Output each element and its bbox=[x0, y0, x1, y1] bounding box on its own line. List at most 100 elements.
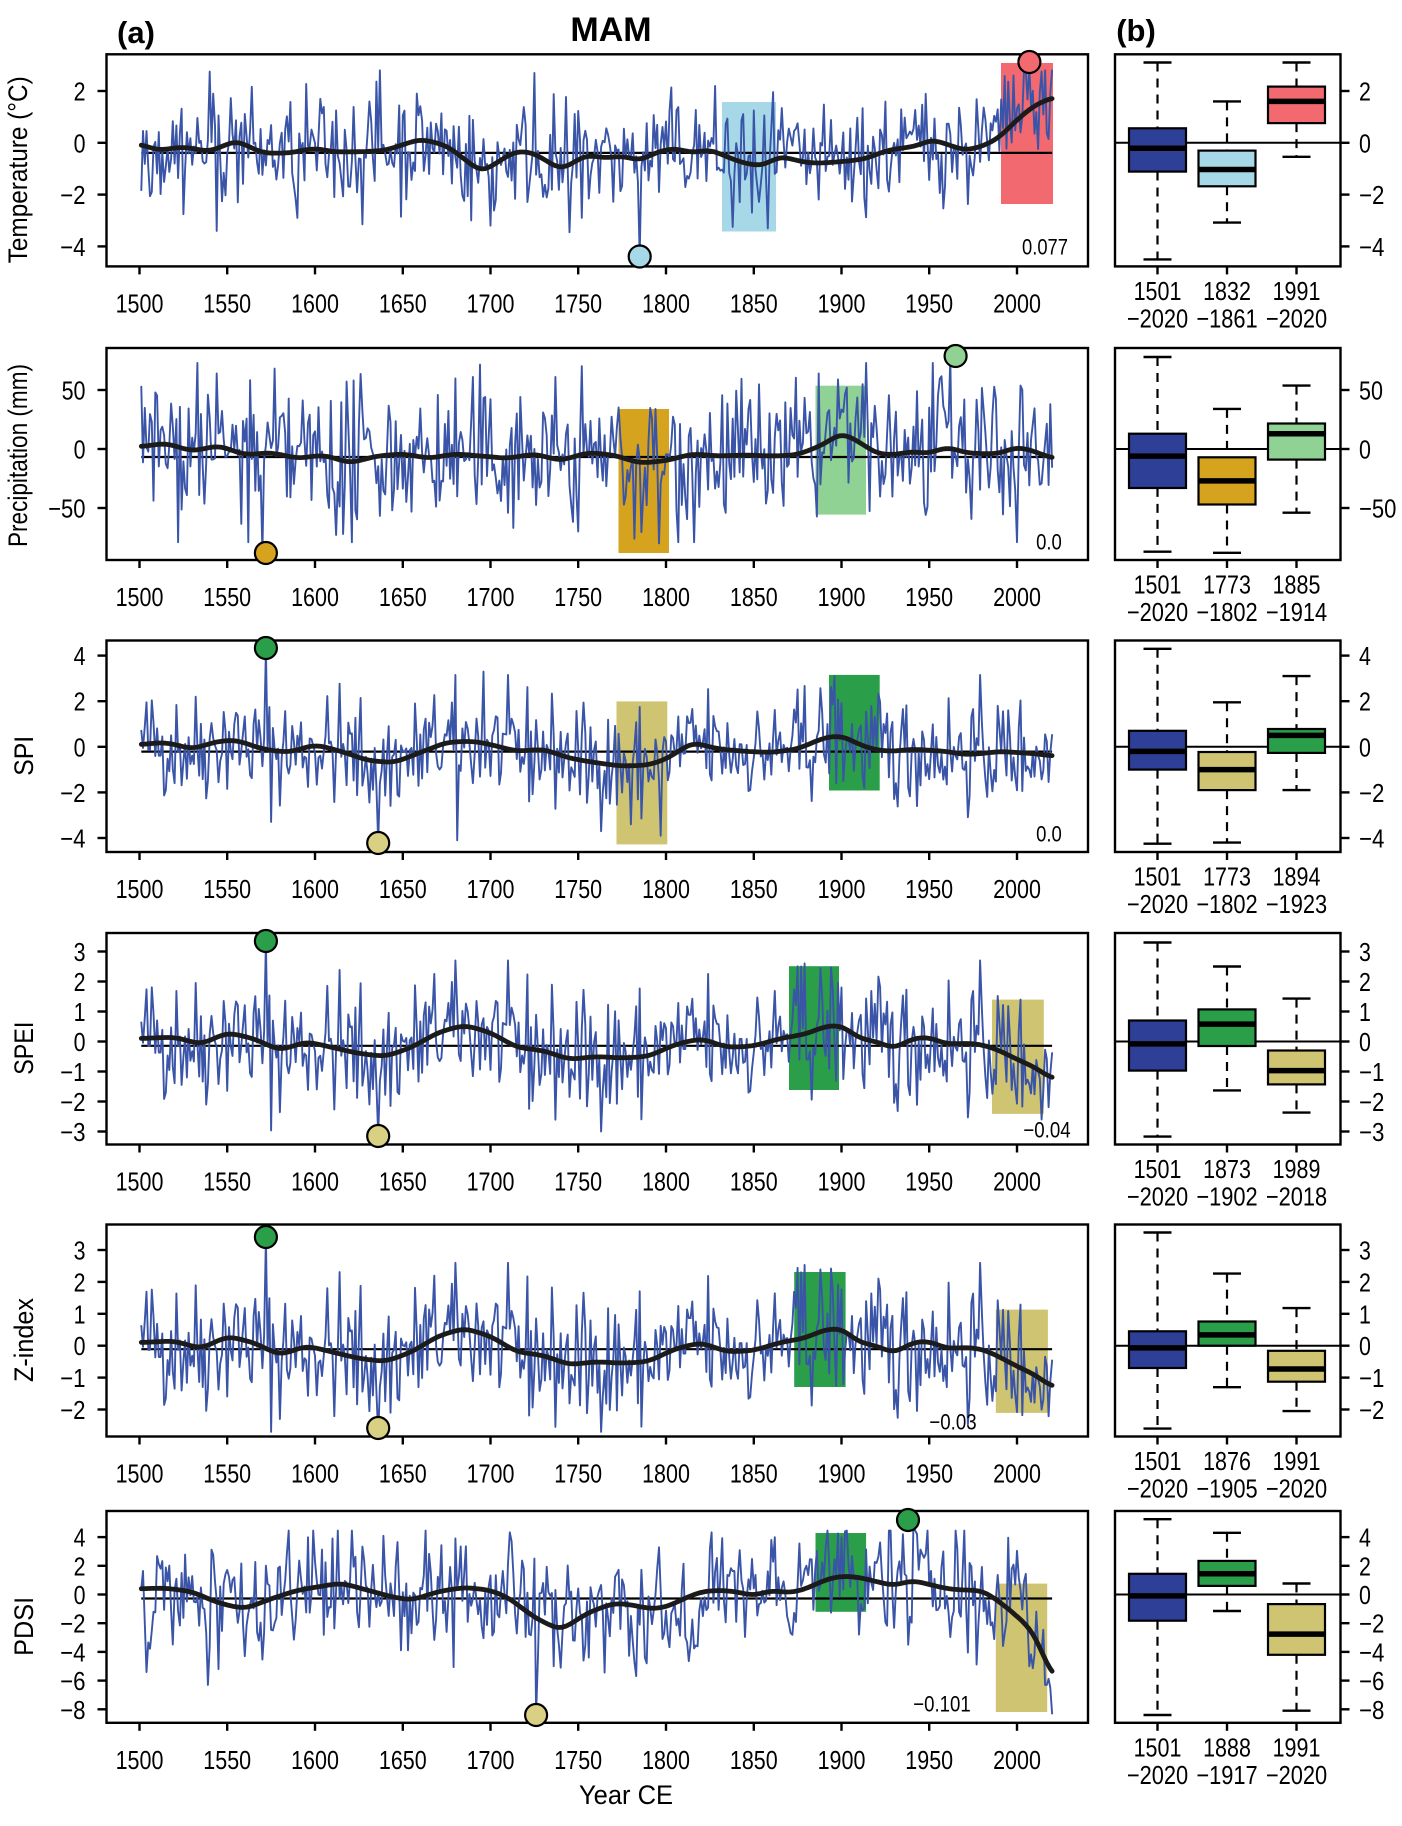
svg-text:Precipitation (mm): Precipitation (mm) bbox=[3, 364, 33, 547]
svg-text:−2020: −2020 bbox=[1127, 303, 1188, 333]
svg-text:3: 3 bbox=[1359, 937, 1371, 967]
svg-text:1894: 1894 bbox=[1273, 862, 1321, 892]
svg-text:1750: 1750 bbox=[554, 874, 602, 904]
svg-text:1950: 1950 bbox=[905, 1167, 953, 1197]
svg-text:0: 0 bbox=[1359, 1580, 1371, 1610]
svg-text:0: 0 bbox=[74, 128, 86, 158]
svg-text:0.077: 0.077 bbox=[1022, 235, 1068, 260]
svg-text:−3: −3 bbox=[60, 1117, 85, 1147]
svg-text:1750: 1750 bbox=[554, 582, 602, 612]
svg-text:4: 4 bbox=[1359, 1523, 1371, 1553]
svg-text:3: 3 bbox=[74, 937, 86, 967]
svg-text:−1: −1 bbox=[1359, 1363, 1384, 1393]
svg-text:1700: 1700 bbox=[467, 1745, 515, 1775]
svg-text:−4: −4 bbox=[60, 232, 85, 262]
svg-text:−3: −3 bbox=[1359, 1117, 1384, 1147]
svg-text:1550: 1550 bbox=[203, 1745, 251, 1775]
svg-text:−50: −50 bbox=[48, 494, 85, 524]
svg-text:−1923: −1923 bbox=[1266, 889, 1327, 919]
svg-text:−4: −4 bbox=[1359, 232, 1384, 262]
svg-text:1: 1 bbox=[1359, 997, 1371, 1027]
svg-text:−1: −1 bbox=[60, 1057, 85, 1087]
svg-text:1550: 1550 bbox=[203, 288, 251, 318]
svg-text:4: 4 bbox=[74, 1523, 86, 1553]
svg-text:1600: 1600 bbox=[291, 582, 339, 612]
svg-text:Year CE: Year CE bbox=[579, 1780, 673, 1810]
svg-text:−6: −6 bbox=[60, 1666, 85, 1696]
svg-text:1700: 1700 bbox=[467, 1459, 515, 1489]
svg-text:1991: 1991 bbox=[1273, 276, 1321, 306]
svg-text:1950: 1950 bbox=[905, 1459, 953, 1489]
svg-text:(a): (a) bbox=[117, 15, 155, 50]
svg-text:2000: 2000 bbox=[993, 1459, 1041, 1489]
svg-text:1550: 1550 bbox=[203, 1459, 251, 1489]
svg-text:PDSI: PDSI bbox=[9, 1597, 39, 1656]
svg-text:1900: 1900 bbox=[818, 582, 866, 612]
svg-text:50: 50 bbox=[62, 376, 86, 406]
svg-text:−8: −8 bbox=[1359, 1695, 1384, 1725]
svg-text:1832: 1832 bbox=[1203, 276, 1251, 306]
svg-text:50: 50 bbox=[1359, 376, 1383, 406]
svg-text:−1802: −1802 bbox=[1196, 597, 1257, 627]
svg-text:2: 2 bbox=[1359, 967, 1371, 997]
svg-text:1900: 1900 bbox=[818, 1167, 866, 1197]
svg-text:−2: −2 bbox=[60, 1395, 85, 1425]
svg-text:1888: 1888 bbox=[1203, 1732, 1251, 1762]
svg-text:−2020: −2020 bbox=[1127, 1760, 1188, 1790]
svg-text:1850: 1850 bbox=[730, 1167, 778, 1197]
svg-text:0: 0 bbox=[1359, 1331, 1371, 1361]
svg-text:0: 0 bbox=[74, 732, 86, 762]
svg-text:2: 2 bbox=[74, 1551, 86, 1581]
svg-text:−1914: −1914 bbox=[1266, 597, 1327, 627]
svg-text:−2: −2 bbox=[60, 1087, 85, 1117]
svg-text:−4: −4 bbox=[1359, 1637, 1384, 1667]
svg-text:0: 0 bbox=[74, 1331, 86, 1361]
svg-text:1989: 1989 bbox=[1273, 1154, 1321, 1184]
svg-text:1: 1 bbox=[74, 1299, 86, 1329]
svg-text:SPEI: SPEI bbox=[9, 1022, 39, 1075]
svg-text:1600: 1600 bbox=[291, 1745, 339, 1775]
svg-text:1885: 1885 bbox=[1273, 570, 1321, 600]
svg-text:1850: 1850 bbox=[730, 288, 778, 318]
svg-text:1873: 1873 bbox=[1203, 1154, 1251, 1184]
svg-text:−1: −1 bbox=[60, 1363, 85, 1393]
svg-text:SPI: SPI bbox=[9, 736, 39, 776]
svg-text:−2020: −2020 bbox=[1127, 1474, 1188, 1504]
svg-text:0: 0 bbox=[74, 435, 86, 465]
svg-text:2000: 2000 bbox=[993, 582, 1041, 612]
svg-text:1900: 1900 bbox=[818, 874, 866, 904]
svg-text:2: 2 bbox=[1359, 1267, 1371, 1297]
svg-text:2000: 2000 bbox=[993, 874, 1041, 904]
svg-text:−6: −6 bbox=[1359, 1666, 1384, 1696]
svg-text:1501: 1501 bbox=[1134, 276, 1182, 306]
svg-text:1501: 1501 bbox=[1134, 1154, 1182, 1184]
svg-text:0: 0 bbox=[1359, 732, 1371, 762]
svg-text:2: 2 bbox=[74, 687, 86, 717]
svg-text:−2018: −2018 bbox=[1266, 1182, 1327, 1212]
svg-text:1: 1 bbox=[74, 997, 86, 1027]
svg-text:1500: 1500 bbox=[116, 1459, 164, 1489]
svg-text:1900: 1900 bbox=[818, 1459, 866, 1489]
svg-text:2: 2 bbox=[1359, 77, 1371, 107]
svg-text:−2020: −2020 bbox=[1266, 1760, 1327, 1790]
svg-text:1900: 1900 bbox=[818, 288, 866, 318]
svg-text:1850: 1850 bbox=[730, 1745, 778, 1775]
svg-text:−2020: −2020 bbox=[1127, 597, 1188, 627]
svg-text:−4: −4 bbox=[60, 824, 85, 854]
svg-text:1750: 1750 bbox=[554, 288, 602, 318]
svg-text:−2: −2 bbox=[1359, 1609, 1384, 1639]
svg-text:3: 3 bbox=[74, 1236, 86, 1266]
svg-text:1600: 1600 bbox=[291, 288, 339, 318]
svg-text:1750: 1750 bbox=[554, 1167, 602, 1197]
svg-text:Temperature (°C): Temperature (°C) bbox=[3, 76, 33, 263]
svg-text:1550: 1550 bbox=[203, 582, 251, 612]
svg-text:−50: −50 bbox=[1359, 494, 1396, 524]
svg-text:−2: −2 bbox=[60, 1609, 85, 1639]
svg-text:1800: 1800 bbox=[642, 288, 690, 318]
svg-text:−2: −2 bbox=[1359, 1087, 1384, 1117]
svg-text:−0.101: −0.101 bbox=[913, 1692, 970, 1717]
svg-text:−2020: −2020 bbox=[1127, 889, 1188, 919]
svg-text:1650: 1650 bbox=[379, 582, 427, 612]
svg-text:1: 1 bbox=[1359, 1299, 1371, 1329]
svg-text:−2020: −2020 bbox=[1266, 1474, 1327, 1504]
